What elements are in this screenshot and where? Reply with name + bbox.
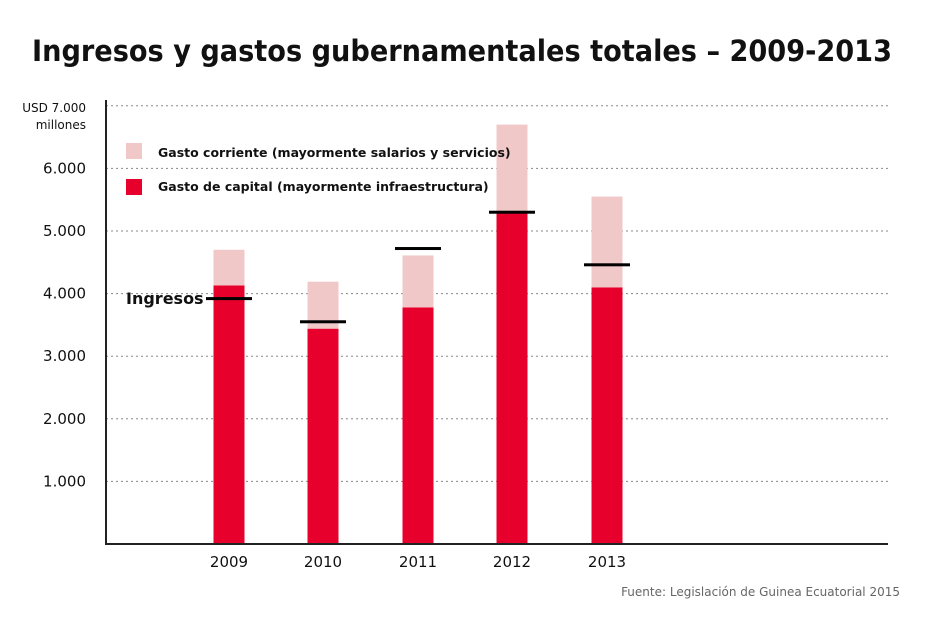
x-tick-label: 2011 <box>399 553 437 571</box>
chart-title: Ingresos y gastos gubernamentales totale… <box>32 34 892 68</box>
x-tick-label: 2010 <box>304 553 342 571</box>
bar-capital-2011 <box>402 307 434 544</box>
bar-capital-2009 <box>213 285 245 544</box>
legend-swatch-capital <box>126 179 142 195</box>
x-tick-label: 2012 <box>493 553 531 571</box>
ingresos-marker-2010 <box>300 320 346 324</box>
bar-corriente-2012 <box>496 124 528 212</box>
legend-swatch-corriente <box>126 143 142 159</box>
x-tick-label: 2009 <box>210 553 248 571</box>
ingresos-marker-2012 <box>489 210 535 214</box>
legend-label-corriente: Gasto corriente (mayormente salarios y s… <box>158 145 511 160</box>
bar-corriente-2009 <box>213 249 245 286</box>
bar-capital-2010 <box>307 328 339 544</box>
bar-capital-2013 <box>591 287 623 544</box>
y-tick-label: 6.000 <box>43 159 86 177</box>
ingresos-marker-2011 <box>395 247 441 251</box>
y-tick-label: 2.000 <box>43 410 86 428</box>
bar-corriente-2013 <box>591 196 623 288</box>
bar-capital-2012 <box>496 211 528 544</box>
ingresos-marker-2013 <box>584 263 630 267</box>
x-tick-label: 2013 <box>588 553 626 571</box>
ingresos-label: Ingresos <box>126 289 204 308</box>
y-tick-label: 5.000 <box>43 222 86 240</box>
y-tick-label: 4.000 <box>43 285 86 303</box>
y-unit-line2: millones <box>36 118 86 132</box>
bar-corriente-2011 <box>402 255 434 308</box>
legend-label-capital: Gasto de capital (mayormente infraestruc… <box>158 179 489 194</box>
y-unit-line1: USD 7.000 <box>22 101 86 115</box>
y-tick-label: 3.000 <box>43 347 86 365</box>
source-note: Fuente: Legislación de Guinea Ecuatorial… <box>621 585 900 599</box>
ingresos-marker-2009 <box>206 297 252 301</box>
y-tick-label: 1.000 <box>43 472 86 490</box>
